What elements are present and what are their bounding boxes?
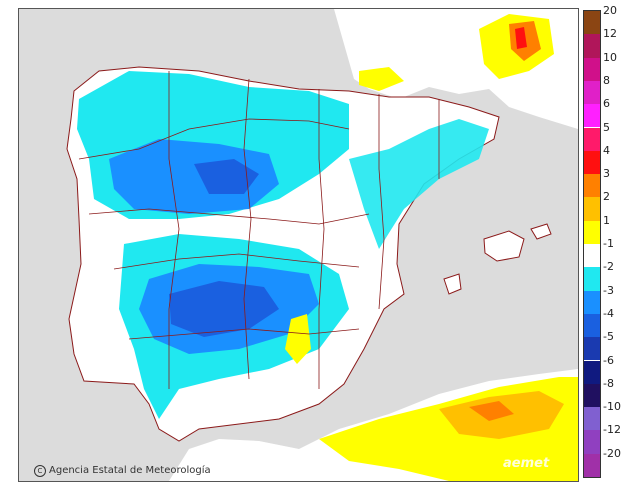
- anomaly-map: [18, 8, 579, 482]
- aemet-logo: aemet: [503, 456, 550, 471]
- menorca-land: [530, 223, 552, 240]
- legend-swatch: [584, 80, 600, 105]
- copyright-icon: C: [34, 465, 46, 477]
- legend-swatch: [584, 127, 600, 151]
- legend-swatch: [584, 244, 600, 268]
- legend-swatch: [584, 407, 600, 431]
- legend-swatch: [584, 34, 600, 58]
- mallorca-land: [483, 230, 525, 262]
- regional-borders: [78, 71, 440, 389]
- color-legend: 20 12 10 8 6 5 4 3 2 1 -1 -2 -3 -4 -5 -6 -8 -10 -12 -20: [583, 4, 621, 478]
- legend-label: 20: [603, 4, 617, 17]
- anomaly-warm-france: [359, 67, 404, 91]
- legend-swatch: [584, 383, 600, 408]
- ibiza-land: [443, 273, 462, 295]
- legend-label: 6: [603, 97, 610, 111]
- map-canvas: [66, 9, 578, 481]
- legend-swatch: [584, 197, 600, 221]
- anomaly-darkblue-south: [169, 281, 279, 337]
- anomaly-blue-north: [109, 139, 279, 214]
- legend-swatch: [584, 430, 600, 454]
- legend-label: -3: [603, 283, 614, 297]
- legend-label: -5: [603, 330, 614, 344]
- legend-swatch: [584, 11, 600, 35]
- legend-label: -4: [603, 306, 614, 320]
- legend-label: 5: [603, 120, 610, 134]
- legend-label: 4: [603, 143, 610, 157]
- legend-swatch: [584, 267, 600, 291]
- legend-label: -1: [603, 237, 614, 250]
- legend-swatch: [584, 104, 600, 128]
- legend-swatch: [584, 220, 600, 244]
- anomaly-red-pyrenees: [515, 27, 527, 49]
- legend-label: -20: [603, 446, 621, 460]
- legend-label: -10: [603, 400, 621, 414]
- legend-swatch: [584, 360, 600, 384]
- anomaly-warm-andalucia: [285, 314, 311, 364]
- anomaly-darkblue-north: [194, 159, 259, 194]
- legend-label: 12: [603, 27, 617, 41]
- legend-label: 8: [603, 73, 610, 87]
- legend-swatch: [584, 290, 600, 314]
- credit-text: C Agencia Estatal de Meteorología: [34, 465, 211, 477]
- credit-label: Agencia Estatal de Meteorología: [49, 465, 211, 476]
- legend-swatch: [584, 313, 600, 338]
- legend-label: -12: [603, 423, 621, 437]
- legend-swatch: [584, 57, 600, 81]
- legend-label: -2: [603, 260, 614, 274]
- legend-swatch: [584, 174, 600, 198]
- legend-label: 2: [603, 190, 610, 204]
- legend-label: 10: [603, 50, 617, 64]
- legend-swatch: [584, 453, 600, 477]
- legend-label: 3: [603, 167, 610, 181]
- legend-swatch: [584, 337, 600, 361]
- legend-label: -8: [603, 376, 614, 390]
- legend-label: 1: [603, 213, 610, 227]
- legend-swatch: [584, 150, 600, 175]
- legend-label: -6: [603, 353, 614, 367]
- anomaly-cyan-east: [349, 119, 489, 249]
- anomaly-deeporange-africa: [469, 401, 514, 421]
